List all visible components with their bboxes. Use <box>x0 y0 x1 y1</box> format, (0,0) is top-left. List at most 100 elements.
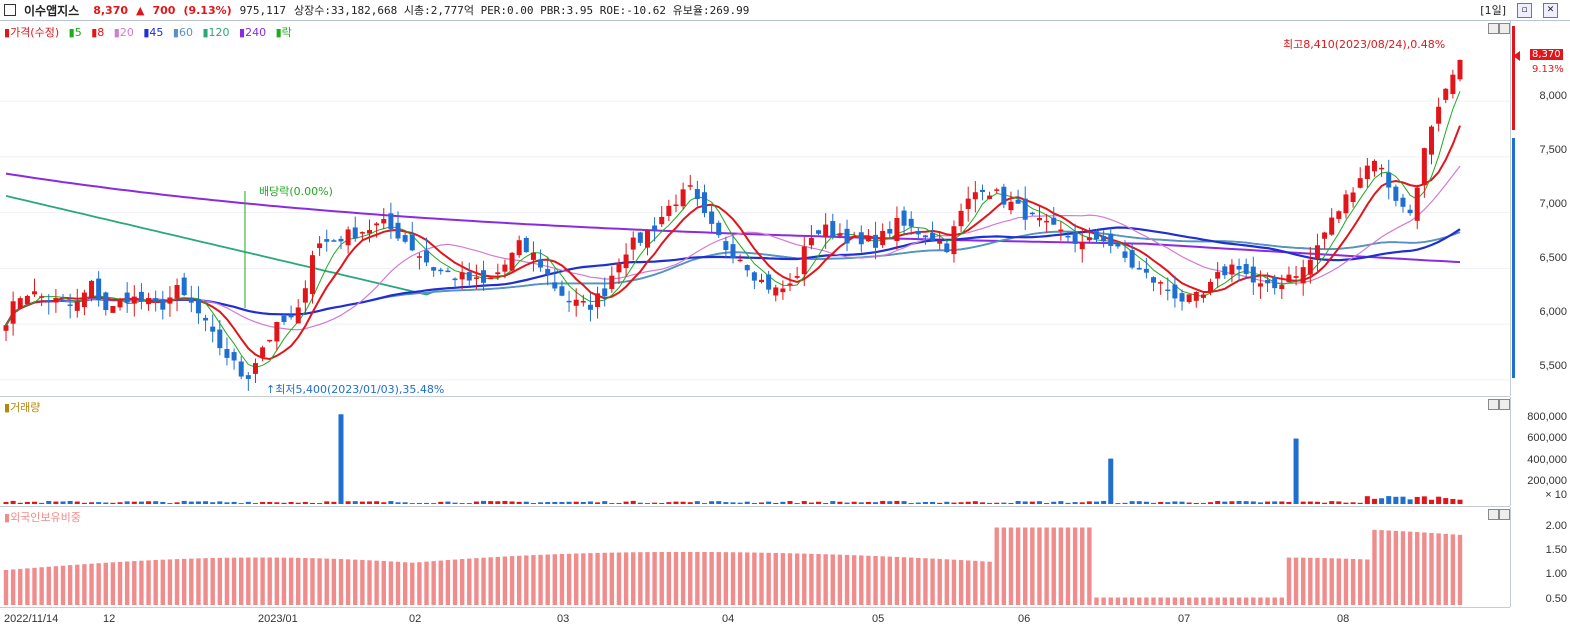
volume-bar <box>1058 501 1064 504</box>
volume-bar <box>566 501 572 504</box>
legend-ma5[interactable]: ▮5 <box>68 26 82 39</box>
price-axis-label: 7,500 <box>1539 144 1567 156</box>
panel-close-icon[interactable] <box>1499 509 1510 520</box>
foreign-ratio-bar <box>638 552 643 605</box>
volume-bar <box>1307 501 1313 504</box>
foreign-ratio-bar <box>189 558 194 605</box>
volume-bar <box>673 501 679 504</box>
foreign-ratio-bar <box>901 557 907 605</box>
close-icon[interactable]: ✕ <box>1543 2 1558 18</box>
candle <box>1136 267 1142 270</box>
panel-minimize-icon[interactable] <box>1488 23 1499 34</box>
candle <box>1250 266 1256 283</box>
candle <box>1357 178 1363 188</box>
volume-bar <box>530 502 536 504</box>
volume-bar <box>324 501 330 504</box>
volume-bar <box>110 502 116 504</box>
volume-bar <box>716 501 722 504</box>
candle <box>1229 264 1235 275</box>
candle <box>1179 293 1185 302</box>
candle <box>1222 266 1228 276</box>
panel-minimize-icon[interactable] <box>1488 399 1499 410</box>
foreign-ratio-chart[interactable] <box>0 507 1510 607</box>
candle <box>1300 267 1306 284</box>
volume-bar <box>1094 501 1099 504</box>
volume-chart[interactable] <box>0 397 1510 506</box>
stock-name[interactable]: 이수앱지스 <box>24 3 80 18</box>
volume-axis-label: 800,000 <box>1527 411 1567 423</box>
panel-close-icon[interactable] <box>1499 23 1510 34</box>
volume-bar <box>124 501 130 504</box>
legend-ma20[interactable]: ▮20 <box>113 26 134 39</box>
volume-bar <box>844 502 850 504</box>
candle <box>1143 268 1149 273</box>
candle <box>1122 251 1128 258</box>
volume-bar <box>1450 499 1456 504</box>
panel-minimize-icon[interactable] <box>1488 509 1499 520</box>
legend-ma240[interactable]: ▮240 <box>239 26 267 39</box>
volume-axis: 800,000 600,000 400,000 200,000 × 10 <box>1510 397 1570 506</box>
legend-ma60[interactable]: ▮60 <box>172 26 193 39</box>
candle <box>1307 259 1313 275</box>
foreign-ratio-bar <box>217 557 223 605</box>
volume-bar <box>723 502 729 504</box>
foreign-ratio-bar <box>474 558 479 605</box>
period-selector[interactable]: [1일] <box>1480 4 1506 17</box>
volume-bar <box>944 501 950 504</box>
stock-stats: 상장수:33,182,668 시총:2,777억 PER:0.00 PBR:3.… <box>294 4 750 17</box>
candle <box>1044 220 1050 223</box>
candle <box>994 189 1000 191</box>
foreign-ratio-bar <box>937 558 942 605</box>
candle <box>1414 187 1420 221</box>
foreign-ratio-bar <box>1422 532 1427 605</box>
foreign-ratio-bar <box>802 553 807 605</box>
price-chart[interactable] <box>0 21 1510 396</box>
price-change: 700 <box>152 3 176 17</box>
volume-bar <box>737 502 743 504</box>
trade-volume: 975,117 <box>239 3 287 17</box>
foreign-ratio-bar <box>388 561 394 605</box>
volume-bar <box>837 501 843 504</box>
volume-bar <box>545 502 551 504</box>
foreign-ratio-bar <box>1386 530 1391 605</box>
volume-bar <box>302 501 308 504</box>
select-checkbox[interactable] <box>4 4 16 16</box>
legend-price[interactable]: ▮가격(수정) <box>4 26 60 39</box>
restore-icon[interactable]: ▫ <box>1517 2 1532 18</box>
candle <box>637 232 643 243</box>
volume-bar <box>652 502 658 504</box>
legend-ma45[interactable]: ▮45 <box>143 26 164 39</box>
candle <box>195 298 201 314</box>
candle <box>1379 167 1385 170</box>
foreign-axis-label: 0.50 <box>1545 593 1567 605</box>
panel-close-icon[interactable] <box>1499 399 1510 410</box>
foreign-ratio-bar <box>167 559 173 605</box>
foreign-ratio-bar <box>132 561 137 605</box>
volume-bar <box>217 501 223 504</box>
volume-bar <box>1257 502 1263 504</box>
low-annotation: ↑최저5,400(2023/01/03),35.48% <box>266 383 445 396</box>
volume-bar <box>1400 496 1406 504</box>
foreign-ratio-bar <box>203 558 208 605</box>
volume-bar <box>288 502 294 504</box>
foreign-ratio-bar <box>773 552 778 605</box>
legend-ma8[interactable]: ▮8 <box>91 26 105 39</box>
foreign-ratio-bar <box>659 551 664 605</box>
candle <box>801 246 807 275</box>
candle <box>1065 235 1071 238</box>
volume-bar <box>81 502 87 504</box>
volume-bar <box>552 501 558 504</box>
foreign-ratio-bar <box>196 558 201 605</box>
volume-bar <box>281 502 287 504</box>
legend-ma120[interactable]: ▮120 <box>202 26 230 39</box>
volume-bar <box>1151 502 1157 504</box>
candle <box>873 234 879 248</box>
candle <box>951 226 957 255</box>
candle <box>1200 294 1206 298</box>
volume-axis-label: 600,000 <box>1527 432 1567 444</box>
foreign-ratio-bar <box>809 553 814 605</box>
foreign-ratio-bar <box>281 557 287 605</box>
legend-rak[interactable]: ▮락 <box>275 26 292 39</box>
volume-bar <box>787 501 793 504</box>
volume-bar <box>181 500 187 504</box>
